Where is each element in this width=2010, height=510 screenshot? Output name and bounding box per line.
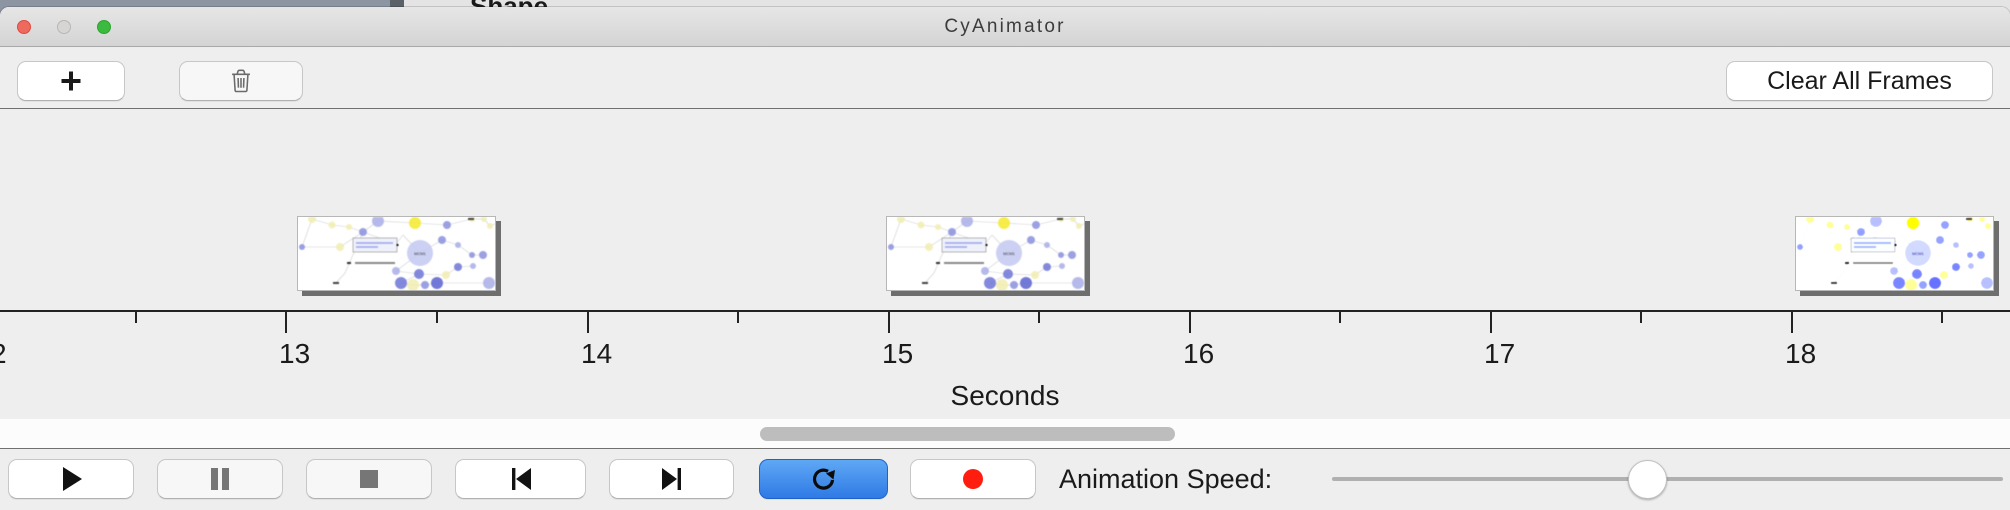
svg-text:MCM1: MCM1 (1003, 251, 1016, 256)
svg-text:MCM1: MCM1 (414, 251, 427, 256)
svg-text:MCM1: MCM1 (1912, 251, 1925, 256)
